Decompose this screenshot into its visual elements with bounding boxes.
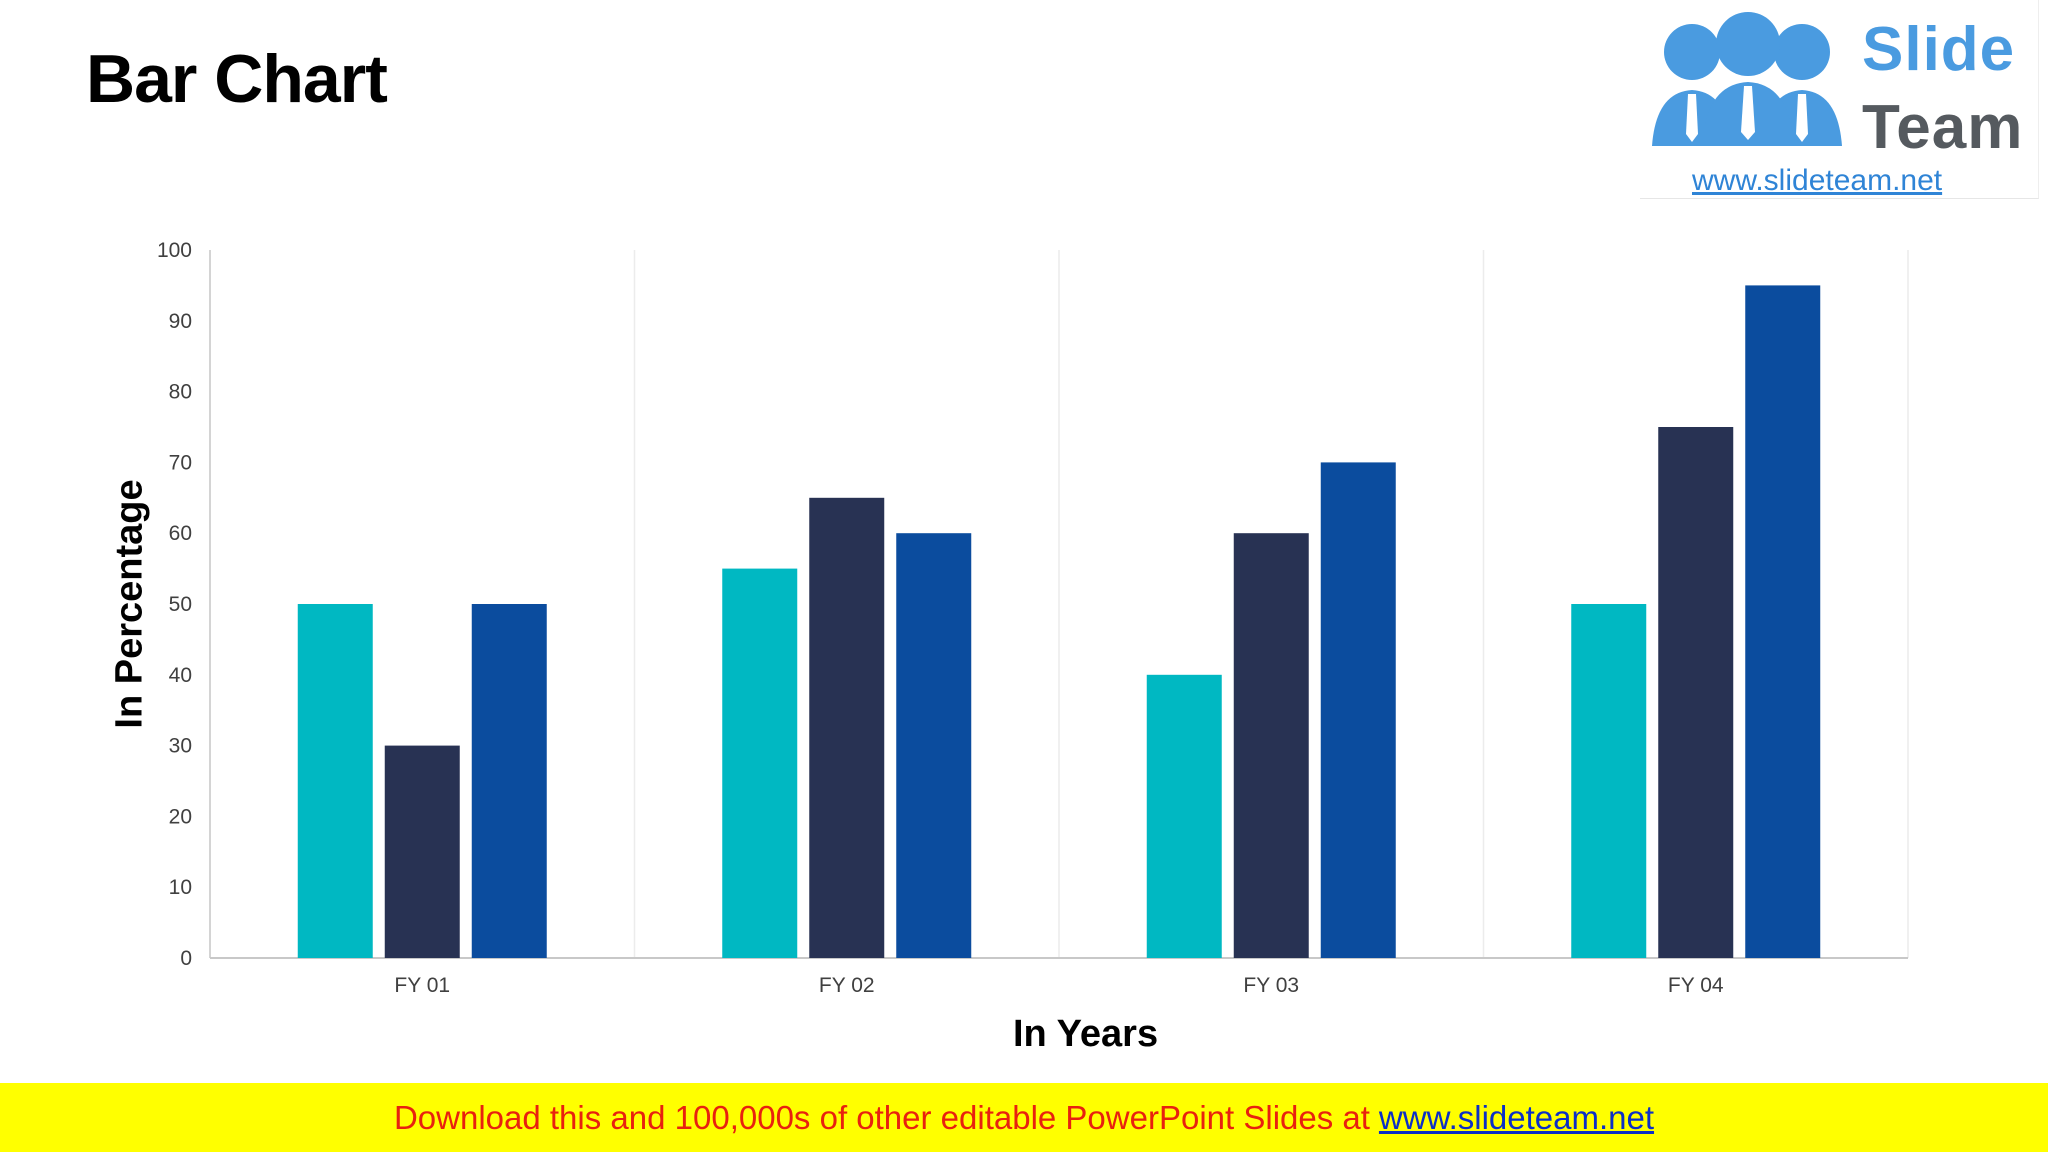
x-tick-label: FY 01 [394, 974, 450, 997]
bar [1146, 674, 1222, 958]
logo-word-team: Team [1862, 93, 2024, 162]
y-tick-label: 50 [169, 593, 192, 616]
bar [1233, 533, 1309, 958]
y-tick-label: 20 [169, 805, 192, 828]
x-tick-label: FY 02 [819, 974, 875, 997]
bar [471, 604, 547, 958]
footer-link[interactable]: www.slideteam.net [1378, 1098, 1655, 1136]
bar [1320, 462, 1396, 958]
y-tick-label: 30 [169, 735, 192, 758]
footer-banner: Download this and 100,000s of other edit… [0, 1083, 2048, 1152]
x-tick-label: FY 04 [1668, 974, 1724, 997]
bar [1745, 285, 1821, 958]
logo-url[interactable]: www.slideteam.net [1692, 164, 1943, 197]
footer-text: Download this and 100,000s of other edit… [393, 1098, 1370, 1136]
bar [1571, 604, 1647, 958]
bar-chart: 0 10 20 30 40 50 60 70 80 90 100 FY 01 FY 02 FY 03 FY … [157, 239, 1909, 997]
bar [809, 497, 885, 958]
y-tick-label: 0 [180, 947, 192, 970]
y-tick-label: 40 [169, 664, 192, 687]
bar [297, 604, 373, 958]
bar [1658, 427, 1734, 958]
people-icon [1652, 12, 1842, 146]
bar [384, 745, 460, 958]
x-tick-label: FY 03 [1243, 974, 1299, 997]
slide-title: Bar Chart [86, 41, 388, 117]
y-axis-title: In Percentage [108, 479, 151, 729]
y-tick-label: 80 [169, 381, 192, 404]
logo-word-slide: Slide [1862, 15, 2016, 84]
bar [722, 568, 798, 958]
x-axis-title: In Years [1013, 1013, 1159, 1055]
y-tick-label: 70 [169, 451, 192, 474]
bar [896, 533, 972, 958]
slideteam-logo: Slide Team www.slideteam.net [1640, 0, 2039, 199]
y-tick-label: 60 [169, 522, 192, 545]
y-tick-label: 90 [169, 310, 192, 333]
y-tick-label: 10 [169, 876, 192, 899]
y-tick-label: 100 [157, 239, 192, 262]
